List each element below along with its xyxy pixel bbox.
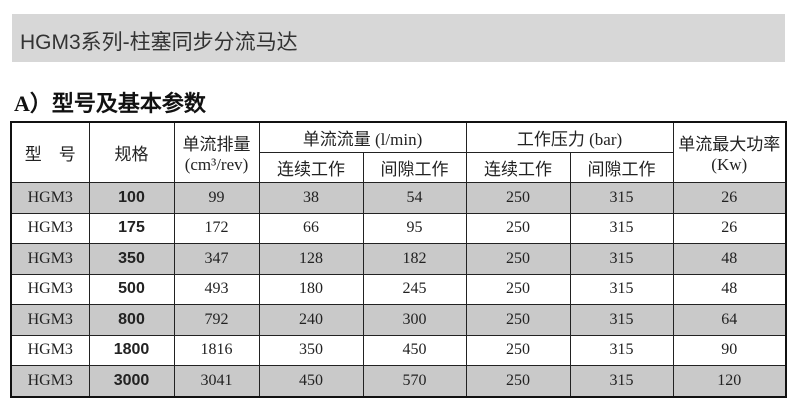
table-cell: 175 [88,212,175,244]
table-cell: 450 [362,334,467,366]
table-cell: HGM3 [10,243,90,275]
table-cell: 493 [173,273,260,305]
table-cell: 180 [258,273,364,305]
table-cell: 66 [258,212,364,244]
table-cell: 26 [672,182,787,214]
table-cell: 315 [569,365,674,397]
section-heading: A）型号及基本参数 [14,91,206,116]
header-spec: 规格 [88,121,175,183]
header-displacement: 单流排量 (cm³/rev) [173,121,260,183]
table-cell: HGM3 [10,212,90,244]
table-cell: HGM3 [10,334,90,366]
table-cell: 245 [362,273,467,305]
header-model: 型 号 [10,121,90,183]
header-flow-continuous: 连续工作 [258,152,364,183]
table-cell: 90 [672,334,787,366]
table-cell: 172 [173,212,260,244]
table-cell: 48 [672,243,787,275]
table-row: HGM3 100 99 38 54 250 315 26 [10,182,787,214]
table-cell: 350 [258,334,364,366]
table-cell: 800 [88,304,175,336]
table-cell: 250 [465,304,571,336]
table-cell: 3000 [88,365,175,397]
table-cell: 48 [672,273,787,305]
header-pressure-continuous: 连续工作 [465,152,571,183]
table-cell: 240 [258,304,364,336]
table-cell: 347 [173,243,260,275]
table-cell: 95 [362,212,467,244]
table-cell: HGM3 [10,304,90,336]
table-cell: 3041 [173,365,260,397]
title-banner: HGM3系列-柱塞同步分流马达 [12,14,785,62]
displacement-unit: (cm³/rev) [184,155,249,174]
table-cell: 99 [173,182,260,214]
table-cell: 250 [465,212,571,244]
table-cell: 500 [88,273,175,305]
table-row: HGM3 3000 3041 450 570 250 315 120 [10,365,787,397]
table-row: HGM3 175 172 66 95 250 315 26 [10,212,787,244]
table-cell: 315 [569,304,674,336]
table-cell: 250 [465,273,571,305]
table-cell: 250 [465,365,571,397]
table-cell: 300 [362,304,467,336]
table-cell: 350 [88,243,175,275]
displacement-label: 单流排量 [182,135,251,154]
table-row: HGM3 500 493 180 245 250 315 48 [10,273,787,305]
table-cell: HGM3 [10,273,90,305]
table-cell: 128 [258,243,364,275]
table-cell: 1800 [88,334,175,366]
table-cell: 570 [362,365,467,397]
header-flow-intermittent: 间隙工作 [362,152,467,183]
table-cell: 182 [362,243,467,275]
table-cell: 250 [465,334,571,366]
header-power: 单流最大功率(Kw) [672,121,787,183]
table-cell: HGM3 [10,365,90,397]
table-cell: 26 [672,212,787,244]
table-row: HGM3 350 347 128 182 250 315 48 [10,243,787,275]
table-cell: 792 [173,304,260,336]
table-cell: 64 [672,304,787,336]
header-flow: 单流流量 (l/min) [258,121,467,153]
table-row: HGM3 800 792 240 300 250 315 64 [10,304,787,336]
table-cell: 120 [672,365,787,397]
table-cell: 54 [362,182,467,214]
header-pressure: 工作压力 (bar) [465,121,674,153]
table-cell: HGM3 [10,182,90,214]
table-cell: 38 [258,182,364,214]
table-cell: 250 [465,243,571,275]
page-title: HGM3系列-柱塞同步分流马达 [20,31,298,54]
table-cell: 315 [569,273,674,305]
table-cell: 315 [569,212,674,244]
table-cell: 315 [569,334,674,366]
parameter-table: 型 号 规格 单流排量 (cm³/rev) 单流流量 (l/min) 工作压力 (… [10,121,787,398]
table-cell: 1816 [173,334,260,366]
table-cell: 450 [258,365,364,397]
table-cell: 315 [569,243,674,275]
table-cell: 100 [88,182,175,214]
header-pressure-intermittent: 间隙工作 [569,152,674,183]
table-cell: 250 [465,182,571,214]
table-row: HGM3 1800 1816 350 450 250 315 90 [10,334,787,366]
table-cell: 315 [569,182,674,214]
